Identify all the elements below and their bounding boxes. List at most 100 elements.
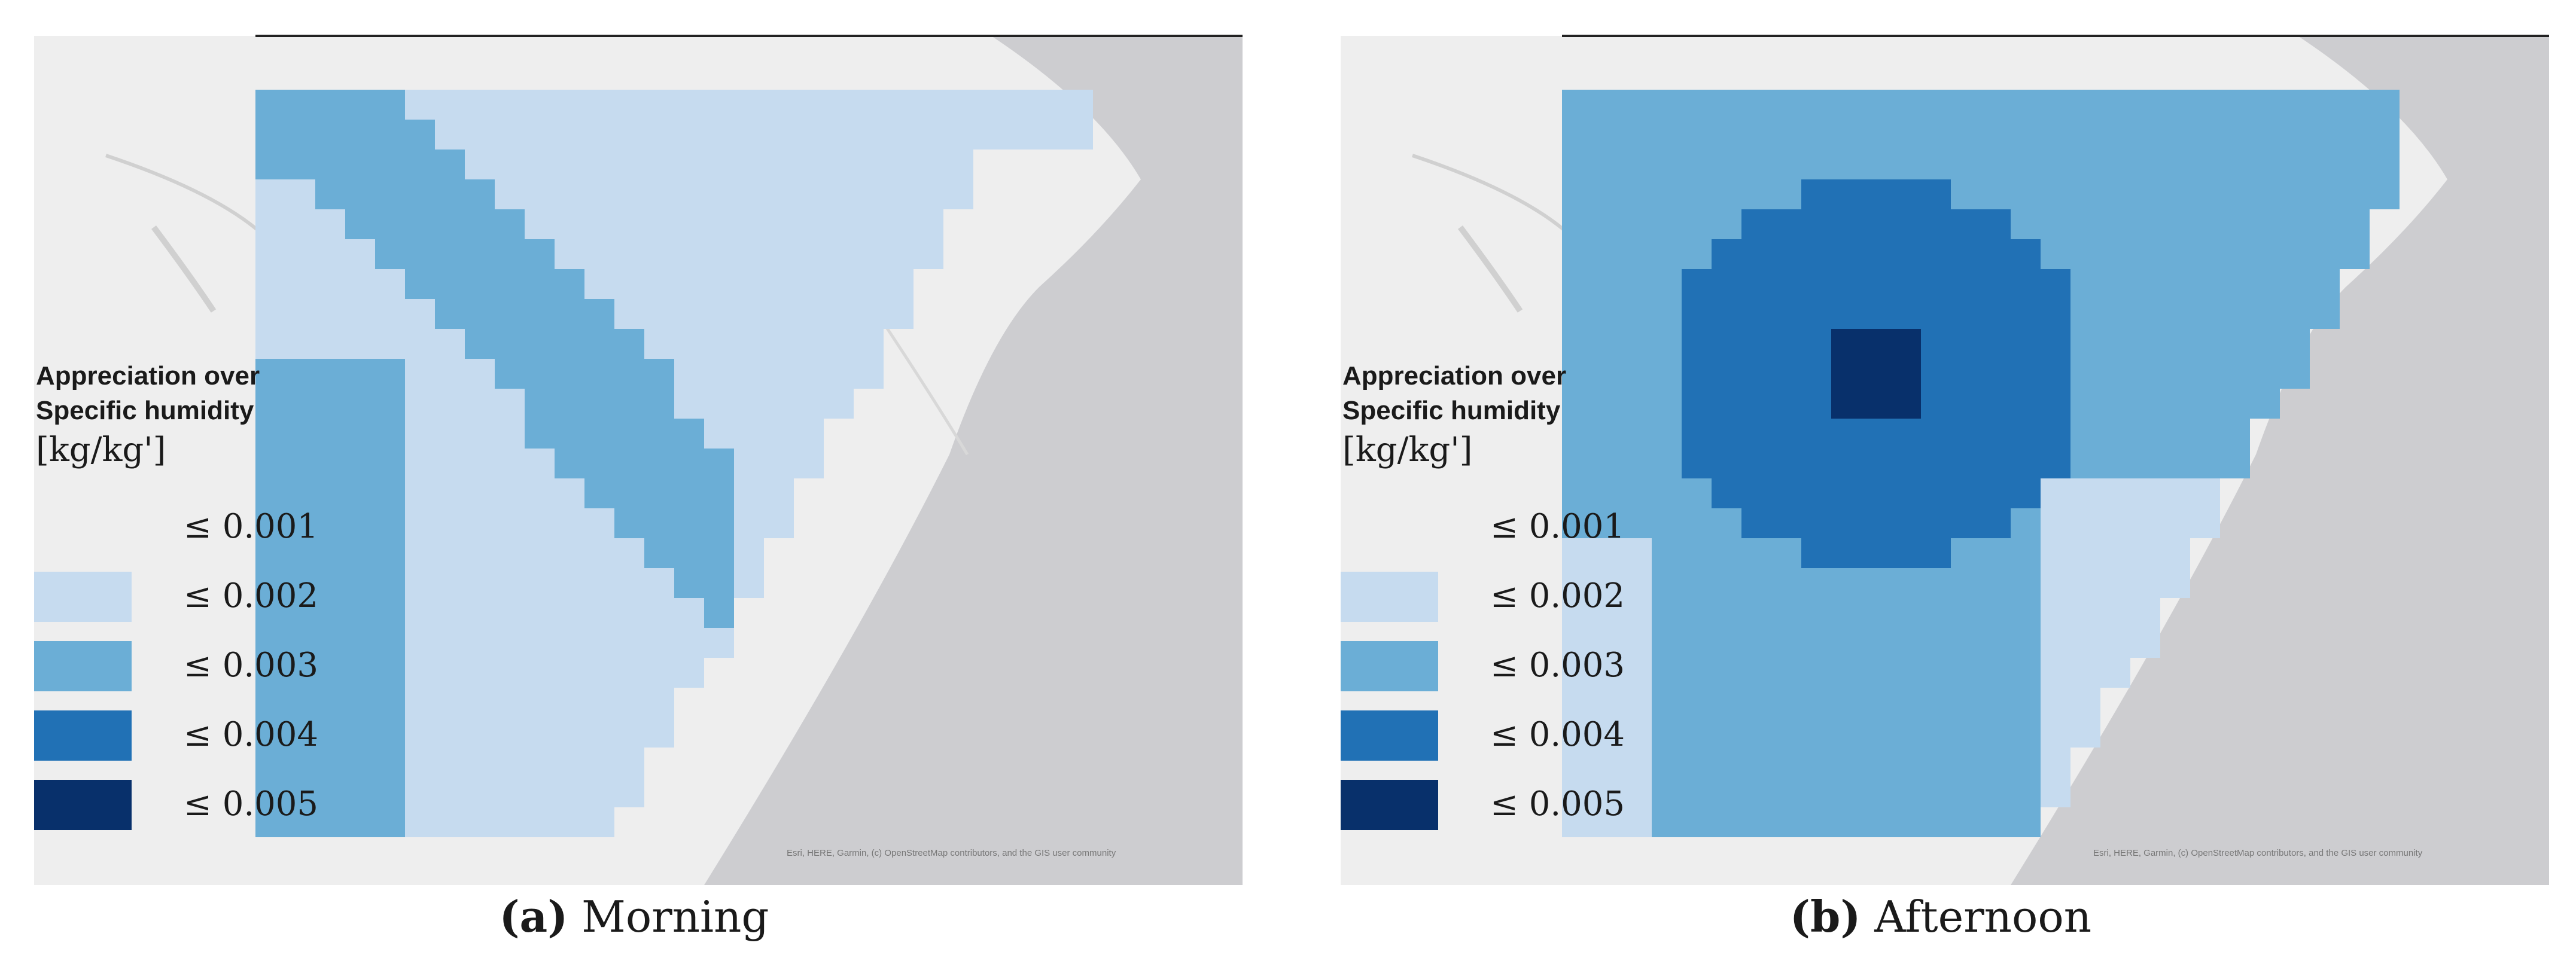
grid-cell	[405, 239, 435, 269]
grid-cell	[1831, 598, 1861, 628]
grid-cell	[495, 598, 525, 628]
grid-cell	[764, 449, 794, 478]
grid-cell	[614, 718, 644, 748]
grid-cell	[1652, 508, 1682, 538]
grid-cell	[2250, 209, 2280, 239]
grid-cell	[824, 329, 854, 359]
grid-cell	[704, 568, 734, 598]
grid-cell	[1891, 628, 1921, 658]
grid-cell	[525, 628, 555, 658]
grid-cell	[584, 120, 614, 150]
grid-cell	[375, 179, 405, 209]
grid-cell	[1951, 299, 1981, 329]
grid-cell	[255, 748, 285, 777]
grid-cell	[614, 777, 644, 807]
grid-cell	[555, 179, 584, 209]
grid-cell	[824, 120, 854, 150]
grid-cell	[495, 90, 525, 120]
grid-cell	[2160, 299, 2190, 329]
grid-cell	[1682, 807, 1712, 837]
grid-cell	[764, 209, 794, 239]
grid-cell	[2100, 120, 2130, 150]
grid-cell	[2190, 239, 2220, 269]
grid-cell	[1801, 538, 1831, 568]
grid-cell	[435, 538, 465, 568]
grid-cell	[1771, 718, 1801, 748]
grid-cell	[734, 269, 764, 299]
grid-cell	[465, 538, 495, 568]
grid-cell	[2041, 90, 2070, 120]
grid-cell	[2130, 120, 2160, 150]
grid-cell	[465, 120, 495, 150]
grid-cell	[495, 658, 525, 688]
grid-cell	[1562, 508, 1592, 538]
grid-cell	[1652, 449, 1682, 478]
grid-cell	[644, 508, 674, 538]
grid-cell	[704, 269, 734, 299]
grid-cell	[2011, 329, 2041, 359]
grid-cell	[435, 179, 465, 209]
grid-cell	[465, 478, 495, 508]
grid-cell	[1771, 807, 1801, 837]
grid-cell	[1831, 718, 1861, 748]
grid-cell	[2220, 179, 2250, 209]
grid-cell	[1981, 807, 2011, 837]
grid-cell	[614, 538, 644, 568]
grid-cell	[1003, 120, 1033, 150]
grid-cell	[704, 359, 734, 389]
grid-cell	[794, 299, 824, 329]
grid-cell	[1891, 299, 1921, 329]
grid-cell	[1801, 90, 1831, 120]
grid-cell	[764, 419, 794, 449]
grid-cell	[1951, 329, 1981, 359]
caption: (a) Morning	[0, 891, 1268, 942]
grid-cell	[255, 598, 285, 628]
grid-cell	[1592, 299, 1622, 329]
grid-cell	[854, 209, 884, 239]
grid-cell	[1652, 628, 1682, 658]
grid-cell	[1981, 329, 2011, 359]
grid-cell	[1921, 807, 1951, 837]
grid-cell	[1921, 449, 1951, 478]
legend-swatch	[34, 572, 132, 622]
grid-cell	[375, 718, 405, 748]
grid-cell	[2130, 299, 2160, 329]
grid-cell	[584, 628, 614, 658]
grid-cell	[1771, 419, 1801, 449]
grid-cell	[315, 209, 345, 239]
grid-cell	[1981, 389, 2011, 419]
grid-cell	[1592, 688, 1622, 718]
grid-cell	[315, 478, 345, 508]
grid-cell	[674, 329, 704, 359]
grid-cell	[1622, 299, 1652, 329]
grid-cell	[2310, 209, 2340, 239]
grid-cell	[1891, 269, 1921, 299]
grid-cell	[2070, 658, 2100, 688]
grid-cell	[465, 150, 495, 179]
grid-cell	[2340, 120, 2370, 150]
grid-cell	[435, 329, 465, 359]
grid-cell	[315, 628, 345, 658]
grid-cell	[285, 658, 315, 688]
grid-cell	[1891, 538, 1921, 568]
grid-cell	[584, 329, 614, 359]
grid-cell	[1771, 179, 1801, 209]
grid-cell	[1831, 209, 1861, 239]
grid-cell	[1682, 239, 1712, 269]
grid-cell	[2011, 179, 2041, 209]
grid-cell	[1801, 628, 1831, 658]
grid-cell	[345, 568, 375, 598]
grid-cell	[1712, 179, 1741, 209]
grid-cell	[2280, 239, 2310, 269]
grid-cell	[1652, 568, 1682, 598]
grid-cell	[465, 239, 495, 269]
legend-title-line2: Specific humidity	[1342, 396, 1561, 425]
grid-cell	[1682, 568, 1712, 598]
grid-cell	[435, 150, 465, 179]
grid-cell	[1831, 478, 1861, 508]
grid-cell	[435, 209, 465, 239]
grid-cell	[1562, 150, 1592, 179]
grid-cell	[704, 598, 734, 628]
grid-cell	[1741, 209, 1771, 239]
grid-cell	[405, 449, 435, 478]
